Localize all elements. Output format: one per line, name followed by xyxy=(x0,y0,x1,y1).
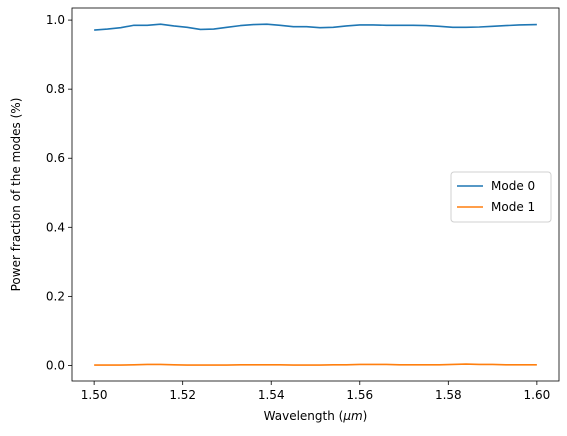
series-line-mode-1 xyxy=(94,363,537,366)
y-tick-label: 0.4 xyxy=(46,220,65,234)
x-tick-label: 1.54 xyxy=(258,388,285,402)
y-tick-label: 0.8 xyxy=(46,82,65,96)
y-axis-label: Power fraction of the modes (%) xyxy=(9,98,23,292)
x-tick-label: 1.56 xyxy=(346,388,373,402)
axes-frame xyxy=(71,7,560,382)
legend-entry-label: Mode 1 xyxy=(491,200,535,214)
y-tick-label: 0.2 xyxy=(46,289,65,303)
y-axis-ticks: 0.0 0.2 0.4 0.6 0.8 1.0 xyxy=(46,13,72,372)
x-tick-label: 1.60 xyxy=(524,388,551,402)
y-tick-label: 0.0 xyxy=(46,358,65,372)
plot-area: 1.50 1.52 1.54 1.56 1.58 1.60 0.0 0.2 0.4 0.6 0.8… xyxy=(46,7,560,402)
y-tick-label: 0.6 xyxy=(46,151,65,165)
legend: Mode 0 Mode 1 xyxy=(450,171,552,223)
y-tick-label: 1.0 xyxy=(46,13,65,27)
x-tick-label: 1.52 xyxy=(169,388,196,402)
x-tick-label: 1.58 xyxy=(435,388,462,402)
legend-entry-label: Mode 0 xyxy=(491,179,535,193)
x-axis-ticks: 1.50 1.52 1.54 1.56 1.58 1.60 xyxy=(81,381,550,402)
x-axis-label-close: ) xyxy=(363,409,368,423)
x-axis-label: Wavelength (μm) xyxy=(264,409,368,423)
x-axis-label-text: Wavelength ( xyxy=(264,409,344,423)
series-line-mode-0 xyxy=(94,23,537,31)
legend-box xyxy=(450,171,552,223)
series-layer xyxy=(94,23,537,366)
x-tick-label: 1.50 xyxy=(81,388,108,402)
x-axis-label-unit: μm xyxy=(342,409,362,423)
